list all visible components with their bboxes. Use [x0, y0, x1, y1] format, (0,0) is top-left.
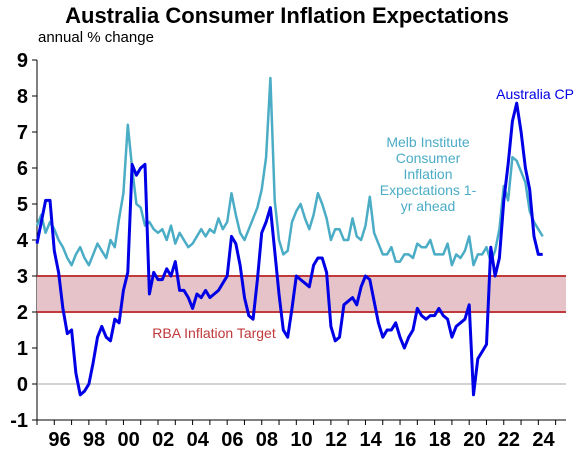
- melb-label-line: Melb Institute: [386, 134, 469, 150]
- target-band-label: RBA Inflation Target: [152, 325, 276, 341]
- chart-subtitle: annual % change: [38, 29, 154, 46]
- series-group: [35, 76, 544, 397]
- melb-series-label: Melb Institute Consumer Inflation Expect…: [380, 134, 477, 214]
- melb-label-line: Inflation: [403, 166, 452, 182]
- y-tick-label: 4: [17, 230, 29, 252]
- x-tick-label: 02: [152, 429, 174, 451]
- x-tick-label: 20: [463, 429, 485, 451]
- melb-expectations-line: [35, 76, 544, 267]
- x-tick-label: 00: [117, 429, 139, 451]
- x-tick-label: 04: [187, 429, 210, 451]
- x-tick-label: 22: [498, 429, 520, 451]
- cpi-series-label: Australia CPI: [496, 86, 574, 102]
- x-tick-label: 24: [532, 429, 555, 451]
- x-tick-label: 08: [256, 429, 278, 451]
- melb-label-line: Expectations 1-: [380, 182, 477, 198]
- y-tick-label: 0: [17, 374, 28, 396]
- x-tick-label: 98: [83, 429, 105, 451]
- y-tick-label: 2: [17, 302, 28, 324]
- y-tick-label: 9: [17, 50, 28, 72]
- chart-title: Australia Consumer Inflation Expectation…: [65, 3, 509, 28]
- y-tick-label: 3: [17, 266, 28, 288]
- cpi-line: [35, 101, 543, 397]
- y-tick-label: 7: [17, 122, 28, 144]
- x-tick-label: 06: [221, 429, 243, 451]
- y-tick-label: 5: [17, 194, 28, 216]
- x-tick-label: 96: [48, 429, 70, 451]
- x-tick-label: 18: [429, 429, 451, 451]
- x-tick-label: 16: [394, 429, 416, 451]
- y-tick-label: 8: [17, 86, 28, 108]
- x-tick-labels: 96 98 00 02 04 06 08 10 12 14 16 18 20 22 24: [36, 420, 557, 451]
- x-tick-label: 14: [360, 429, 383, 451]
- y-tick-label: -1: [10, 410, 28, 432]
- x-tick-label: 12: [325, 429, 347, 451]
- y-tick-label: 6: [17, 158, 28, 180]
- x-tick-label: 10: [290, 429, 312, 451]
- melb-label-line: Consumer: [396, 150, 461, 166]
- melb-label-line: yr ahead: [401, 198, 455, 214]
- y-tick-labels: 9 8 7 6 5 4 3 2 1 0 -1: [10, 50, 37, 432]
- y-tick-label: 1: [17, 338, 28, 360]
